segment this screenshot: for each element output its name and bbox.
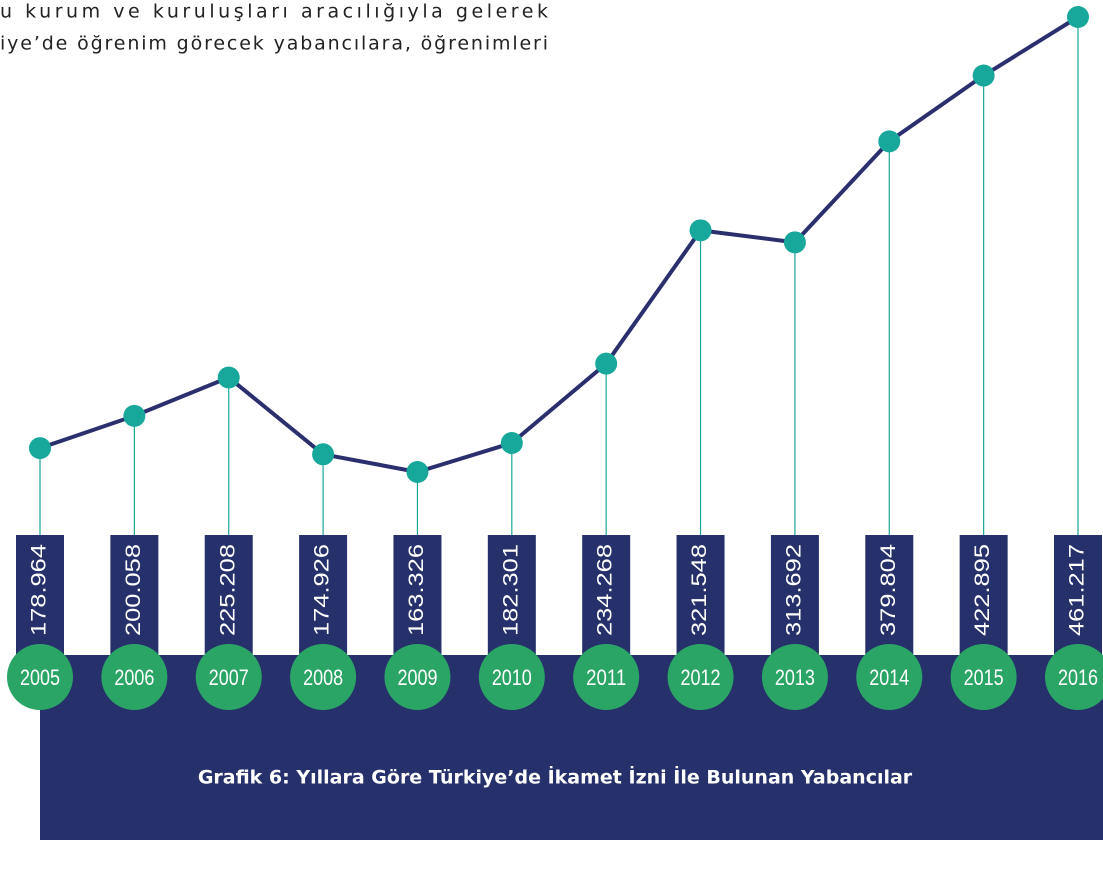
year-circle — [290, 644, 357, 710]
marker — [1067, 6, 1089, 28]
value-bar — [865, 535, 914, 655]
value-label: 178.964 — [28, 544, 51, 636]
marker — [783, 231, 806, 254]
value-bar — [393, 535, 442, 655]
x-tick-label: 2007 — [209, 665, 249, 690]
x-tick-label: 2009 — [397, 665, 437, 690]
year-circle — [856, 644, 923, 710]
x-tick-label: 2013 — [775, 665, 815, 690]
value-label: 163.326 — [405, 544, 428, 636]
x-tick-label: 2012 — [681, 665, 721, 690]
value-bar — [110, 535, 159, 655]
value-label: 182.301 — [499, 544, 522, 636]
value-label: 321.548 — [688, 544, 711, 636]
year-circle — [667, 644, 734, 710]
line — [39, 15, 1080, 474]
value-label: 422.895 — [971, 544, 994, 636]
value-bar — [16, 535, 64, 655]
x-tick-label: 2006 — [114, 665, 154, 690]
value-label: 461.217 — [1066, 544, 1089, 636]
marker — [406, 461, 429, 483]
marker — [878, 130, 901, 153]
value-bar — [770, 535, 819, 655]
year-circle — [101, 644, 168, 710]
x-tick-label: 2008 — [303, 665, 343, 690]
marker — [312, 443, 335, 466]
marker — [689, 219, 712, 242]
year-circle — [384, 644, 451, 710]
value-label: 225.208 — [216, 544, 239, 636]
x-tick-label: 2011 — [586, 665, 626, 690]
value-bar — [676, 535, 725, 655]
year-circle — [195, 644, 262, 710]
marker — [29, 437, 51, 460]
x-tick-label: 2016 — [1058, 665, 1098, 690]
marker — [972, 64, 995, 87]
value-label: 234.268 — [594, 544, 617, 636]
year-circle — [7, 644, 73, 710]
year-circle — [761, 644, 828, 710]
value-bar — [959, 535, 1008, 655]
value-label: 379.804 — [877, 544, 900, 636]
marker — [500, 432, 523, 455]
value-label: 200.058 — [122, 544, 145, 636]
value-bar — [1054, 535, 1102, 655]
value-bar — [204, 535, 253, 655]
value-label: 174.926 — [311, 544, 334, 636]
year-circle — [1045, 644, 1103, 710]
body-text: iye’de öğrenim görecek yabancılara, öğre… — [0, 33, 548, 55]
marker — [595, 352, 618, 375]
value-bar — [582, 535, 631, 655]
chart-title: Grafik 6: Yıllara Göre Türkiye’de İkamet… — [198, 765, 913, 789]
value-bar — [299, 535, 348, 655]
x-tick-label: 2014 — [869, 665, 909, 690]
x-tick-label: 2015 — [964, 665, 1004, 690]
x-tick-label: 2005 — [20, 665, 60, 690]
marker — [217, 366, 240, 389]
value-label: 313.692 — [782, 544, 805, 636]
body-text: u kurum ve kuruluşları aracılığıyla gele… — [0, 1, 548, 23]
marker — [123, 404, 146, 427]
value-bar — [487, 535, 536, 655]
year-circle — [573, 644, 640, 710]
year-circle — [950, 644, 1017, 710]
year-circle — [478, 644, 545, 710]
x-tick-label: 2010 — [492, 665, 532, 690]
